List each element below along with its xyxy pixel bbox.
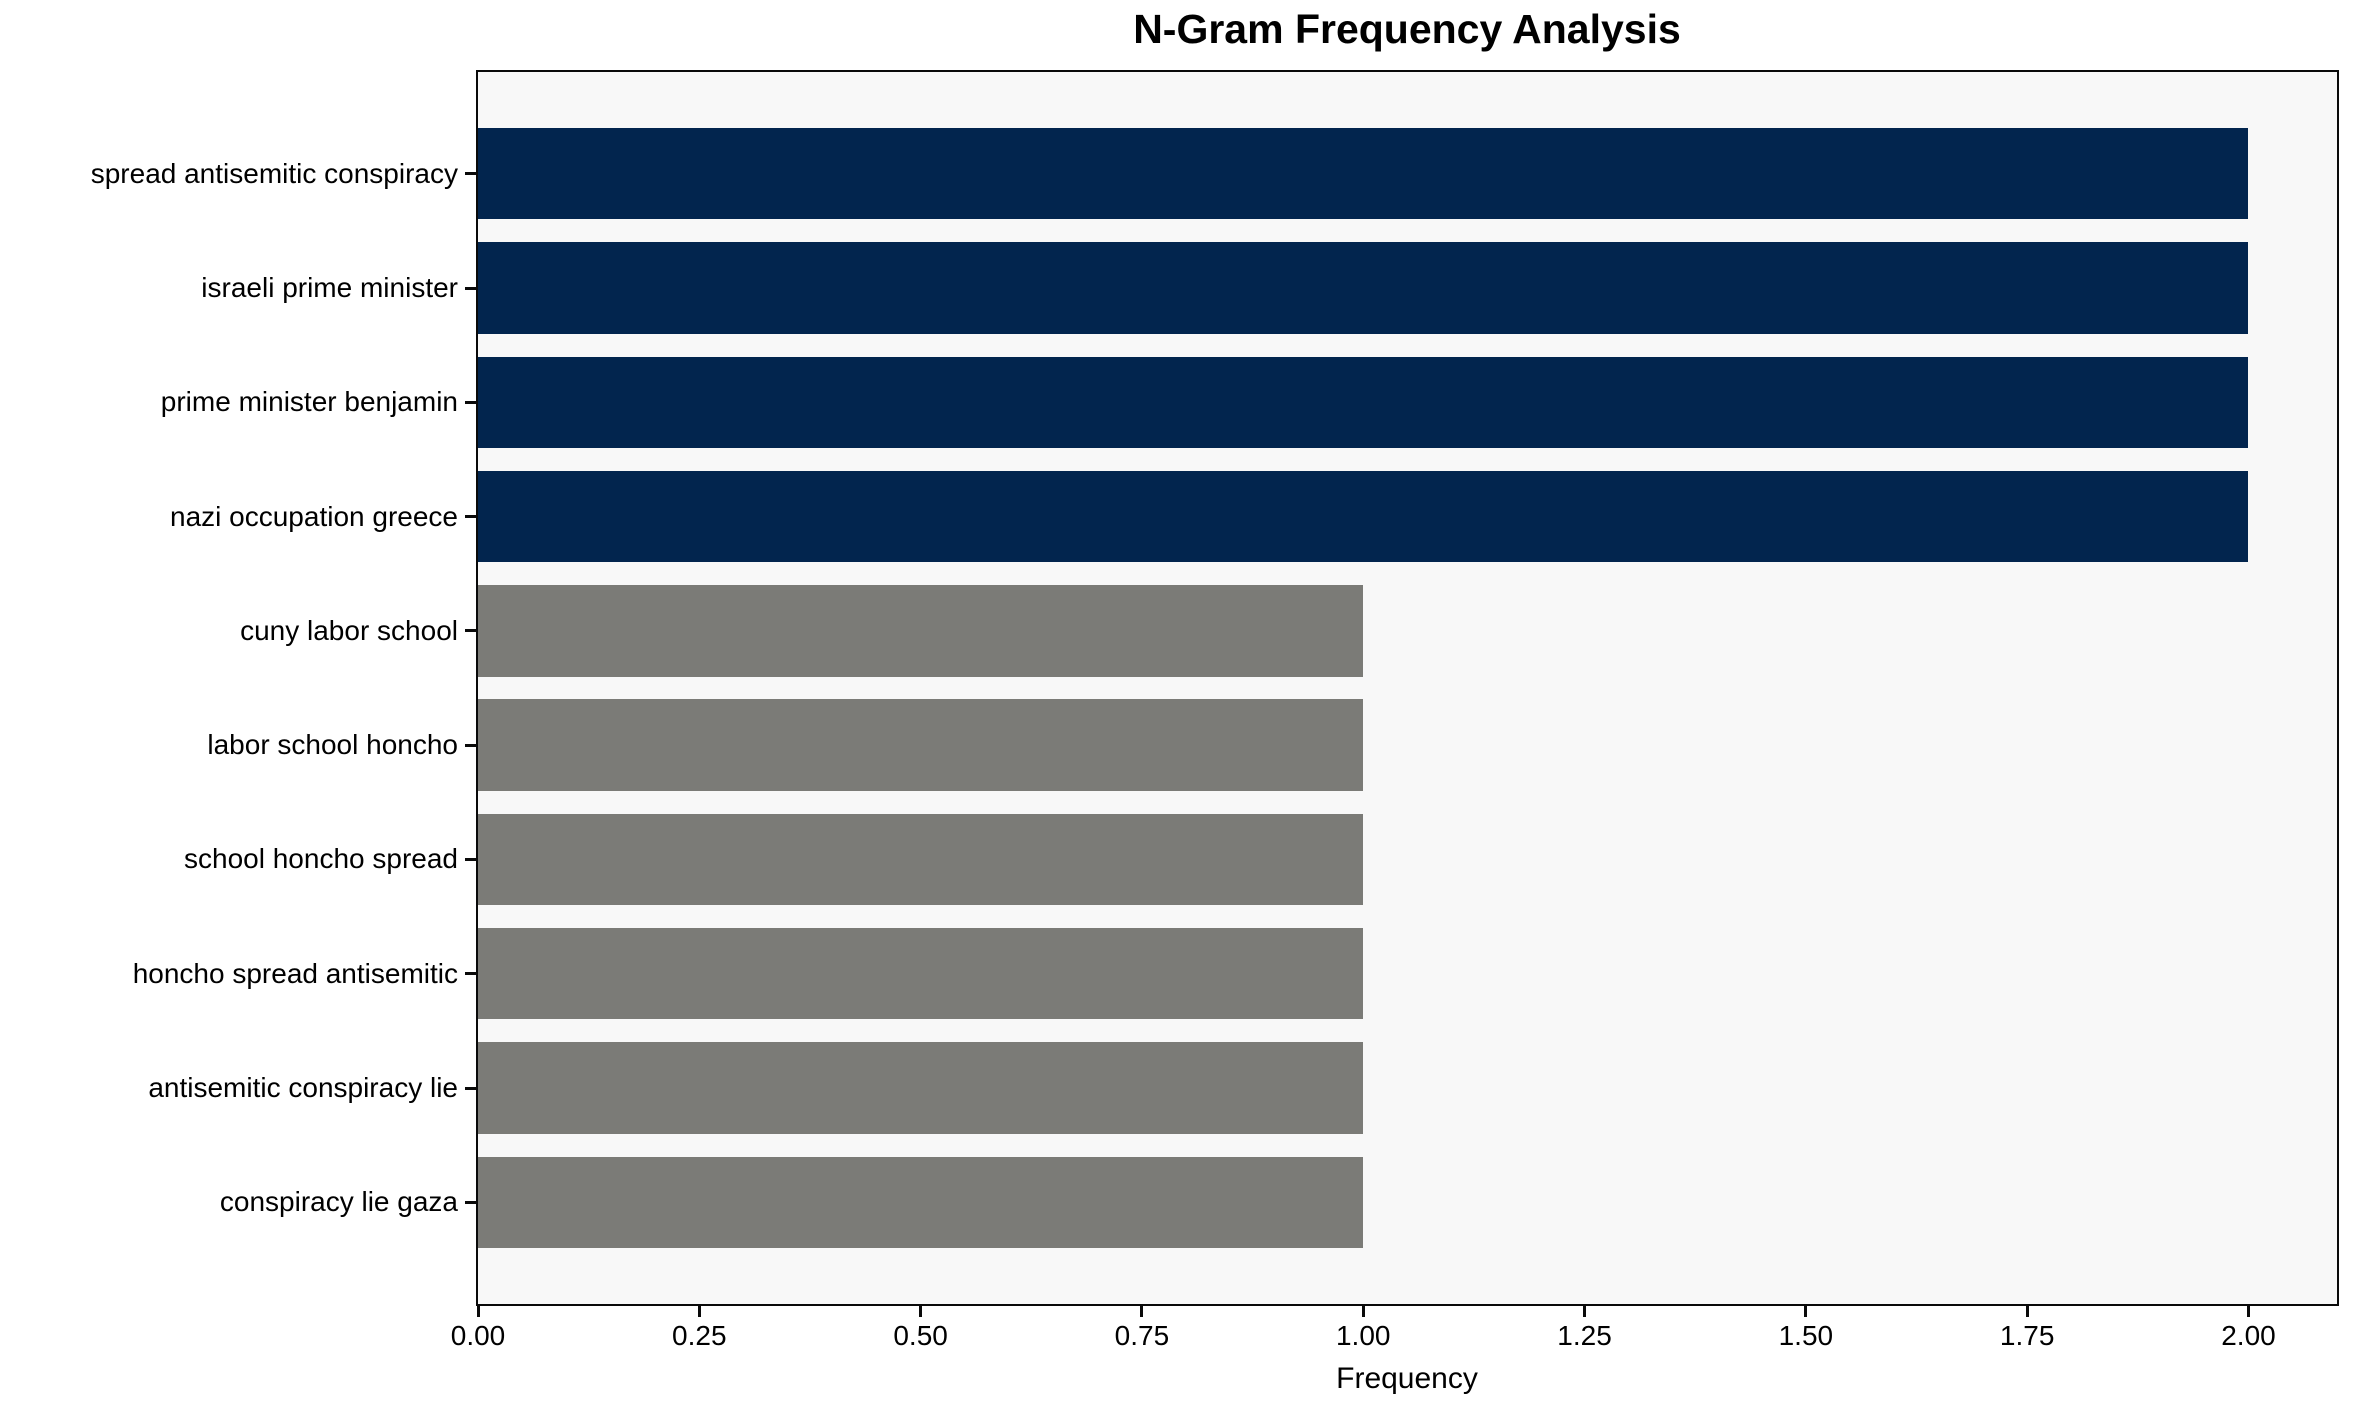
bar bbox=[478, 128, 2249, 220]
y-tick-mark bbox=[465, 1086, 476, 1090]
x-tick-mark bbox=[2025, 1306, 2029, 1317]
y-tick-mark bbox=[465, 172, 476, 176]
bar bbox=[478, 585, 1364, 677]
x-tick-mark bbox=[1583, 1306, 1587, 1317]
plot-area bbox=[476, 70, 2339, 1306]
x-tick-label: 1.00 bbox=[1335, 1320, 1391, 1351]
y-tick-mark bbox=[465, 400, 476, 404]
x-tick-mark bbox=[2246, 1306, 2250, 1317]
bar bbox=[478, 356, 2249, 448]
bar bbox=[478, 242, 2249, 334]
y-tick-mark bbox=[465, 972, 476, 976]
bar bbox=[478, 813, 1364, 906]
y-tick-label: spread antisemitic conspiracy bbox=[90, 157, 458, 189]
bar bbox=[478, 699, 1364, 791]
y-tick-label: honcho spread antisemitic bbox=[132, 957, 458, 989]
x-tick-label: 0.00 bbox=[450, 1320, 506, 1351]
bar bbox=[478, 1042, 1364, 1134]
y-tick-label: antisemitic conspiracy lie bbox=[148, 1072, 458, 1103]
x-tick-label: 1.50 bbox=[1778, 1320, 1834, 1351]
x-axis-label: Frequency bbox=[1336, 1362, 1478, 1395]
x-tick-mark bbox=[697, 1306, 701, 1317]
y-tick-mark bbox=[465, 515, 476, 519]
chart-title: N-Gram Frequency Analysis bbox=[1133, 6, 1681, 52]
bar bbox=[478, 1156, 1364, 1248]
x-tick-label: 0.25 bbox=[672, 1320, 727, 1351]
y-tick-label: nazi occupation greece bbox=[170, 500, 458, 532]
y-tick-mark bbox=[465, 286, 476, 290]
y-tick-label: school honcho spread bbox=[184, 843, 458, 875]
y-tick-label: conspiracy lie gaza bbox=[219, 1186, 458, 1218]
x-tick-label: 1.75 bbox=[1999, 1320, 2055, 1351]
bar bbox=[478, 928, 1364, 1020]
y-tick-mark bbox=[465, 743, 476, 747]
x-tick-mark bbox=[476, 1306, 480, 1317]
y-tick-mark bbox=[465, 629, 476, 633]
y-tick-label: cuny labor school bbox=[240, 614, 458, 646]
y-tick-mark bbox=[465, 1200, 476, 1204]
y-tick-label: prime minister benjamin bbox=[160, 386, 458, 418]
y-tick-label: israeli prime minister bbox=[201, 272, 458, 303]
y-tick-label: labor school honcho bbox=[207, 729, 458, 761]
x-tick-mark bbox=[1804, 1306, 1808, 1317]
y-tick-mark bbox=[465, 857, 476, 861]
x-tick-mark bbox=[1361, 1306, 1365, 1317]
x-tick-mark bbox=[919, 1306, 923, 1317]
x-tick-label: 0.75 bbox=[1114, 1320, 1170, 1351]
bar bbox=[478, 470, 2249, 563]
x-tick-label: 2.00 bbox=[2221, 1320, 2276, 1351]
x-tick-label: 0.50 bbox=[893, 1320, 948, 1351]
x-tick-mark bbox=[1140, 1306, 1144, 1317]
x-tick-label: 1.25 bbox=[1557, 1320, 1612, 1351]
